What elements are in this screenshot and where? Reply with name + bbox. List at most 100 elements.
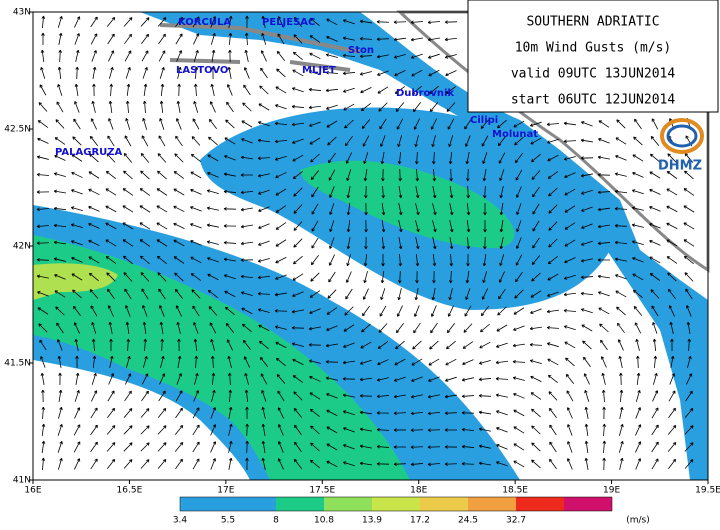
wind-arrow <box>123 272 133 282</box>
wind-arrow <box>415 186 420 199</box>
wind-arrow <box>57 457 63 470</box>
wind-arrow <box>632 171 644 178</box>
wind-arrow <box>58 406 63 419</box>
wind-arrow <box>88 222 100 229</box>
wind-arrow <box>584 440 589 454</box>
wind-arrow <box>381 253 385 267</box>
wind-arrow <box>245 406 249 420</box>
wind-arrow <box>308 326 321 331</box>
wind-arrow <box>173 239 185 247</box>
wind-arrow <box>512 343 525 348</box>
wind-arrow <box>549 407 557 419</box>
wind-arrow <box>326 307 338 315</box>
wind-arrow <box>206 206 219 211</box>
wind-arrow <box>547 374 558 384</box>
wind-arrow <box>293 238 303 248</box>
x-tick-label: 19E <box>603 486 620 496</box>
wind-arrow <box>122 222 134 230</box>
wind-arrow <box>36 172 50 177</box>
wind-arrow <box>228 457 233 470</box>
wind-arrow <box>364 185 368 199</box>
wind-arrow <box>156 255 167 265</box>
wind-arrow <box>531 425 541 435</box>
wind-arrow <box>359 461 372 466</box>
wind-arrow <box>191 289 201 299</box>
wind-arrow <box>260 373 268 385</box>
wind-arrow <box>377 341 389 349</box>
wind-arrow <box>109 83 114 97</box>
wind-arrow <box>532 220 540 232</box>
wind-arrow <box>53 172 66 178</box>
wind-arrow <box>258 189 270 195</box>
wind-arrow <box>652 322 658 334</box>
wind-arrow <box>548 238 558 248</box>
wind-arrow <box>275 341 287 349</box>
wind-arrow <box>240 224 253 229</box>
wind-arrow <box>210 83 215 96</box>
wind-arrow <box>668 288 676 300</box>
wind-arrow <box>308 359 321 364</box>
wind-arrow <box>651 305 659 317</box>
wind-arrow <box>398 186 403 199</box>
wind-arrow <box>684 170 694 180</box>
wind-arrow <box>531 459 541 469</box>
wind-arrow <box>584 423 589 436</box>
wind-arrow <box>292 69 304 77</box>
wind-arrow <box>70 206 83 212</box>
wind-arrow <box>108 50 115 62</box>
wind-arrow <box>547 291 559 297</box>
wind-arrow <box>342 71 356 76</box>
wind-arrow <box>226 84 233 96</box>
wind-arrow <box>157 153 167 163</box>
wind-arrow <box>480 323 490 333</box>
wind-arrow <box>499 220 504 233</box>
wind-arrow <box>325 360 339 364</box>
wind-arrow <box>292 273 304 281</box>
wind-arrow <box>499 203 504 216</box>
wind-arrow <box>410 411 424 416</box>
wind-arrow <box>482 185 487 199</box>
wind-arrow <box>92 83 96 97</box>
wind-arrow <box>649 171 661 179</box>
wind-arrow <box>614 206 628 211</box>
wind-arrow <box>91 372 97 385</box>
wind-arrow <box>261 32 267 45</box>
wind-arrow <box>160 355 165 368</box>
x-tick-label: 17E <box>217 486 234 496</box>
wind-arrow <box>92 66 97 79</box>
wind-arrow <box>445 86 457 94</box>
wind-arrow <box>208 118 217 130</box>
wind-arrow <box>398 220 403 233</box>
wind-arrow <box>38 102 48 112</box>
wind-arrow <box>563 308 577 313</box>
wind-arrow <box>547 171 559 179</box>
wind-arrow <box>142 305 148 317</box>
wind-arrow <box>464 305 472 317</box>
wind-arrow <box>139 239 151 247</box>
wind-arrow <box>245 457 249 471</box>
wind-arrow <box>293 187 303 197</box>
wind-arrow <box>36 224 50 229</box>
wind-arrow <box>381 236 386 250</box>
wind-arrow <box>547 154 559 162</box>
wind-arrow <box>614 240 628 245</box>
wind-arrow <box>257 308 270 313</box>
wind-arrow <box>190 223 202 229</box>
wind-arrow <box>53 223 67 228</box>
wind-arrow <box>466 253 470 267</box>
logo-text: DHMZ <box>658 159 702 174</box>
wind-arrow <box>396 118 404 130</box>
wind-arrow <box>292 291 304 297</box>
wind-arrow <box>223 257 236 262</box>
wind-arrow <box>140 425 150 435</box>
wind-arrow <box>683 205 695 213</box>
wind-arrow <box>649 239 661 246</box>
wind-arrow <box>106 425 116 435</box>
wind-arrow <box>53 189 66 194</box>
wind-arrow <box>73 441 81 453</box>
wind-arrow <box>175 135 183 147</box>
wind-arrow <box>651 118 659 130</box>
wind-arrow <box>619 389 624 403</box>
wind-arrow <box>140 170 150 180</box>
